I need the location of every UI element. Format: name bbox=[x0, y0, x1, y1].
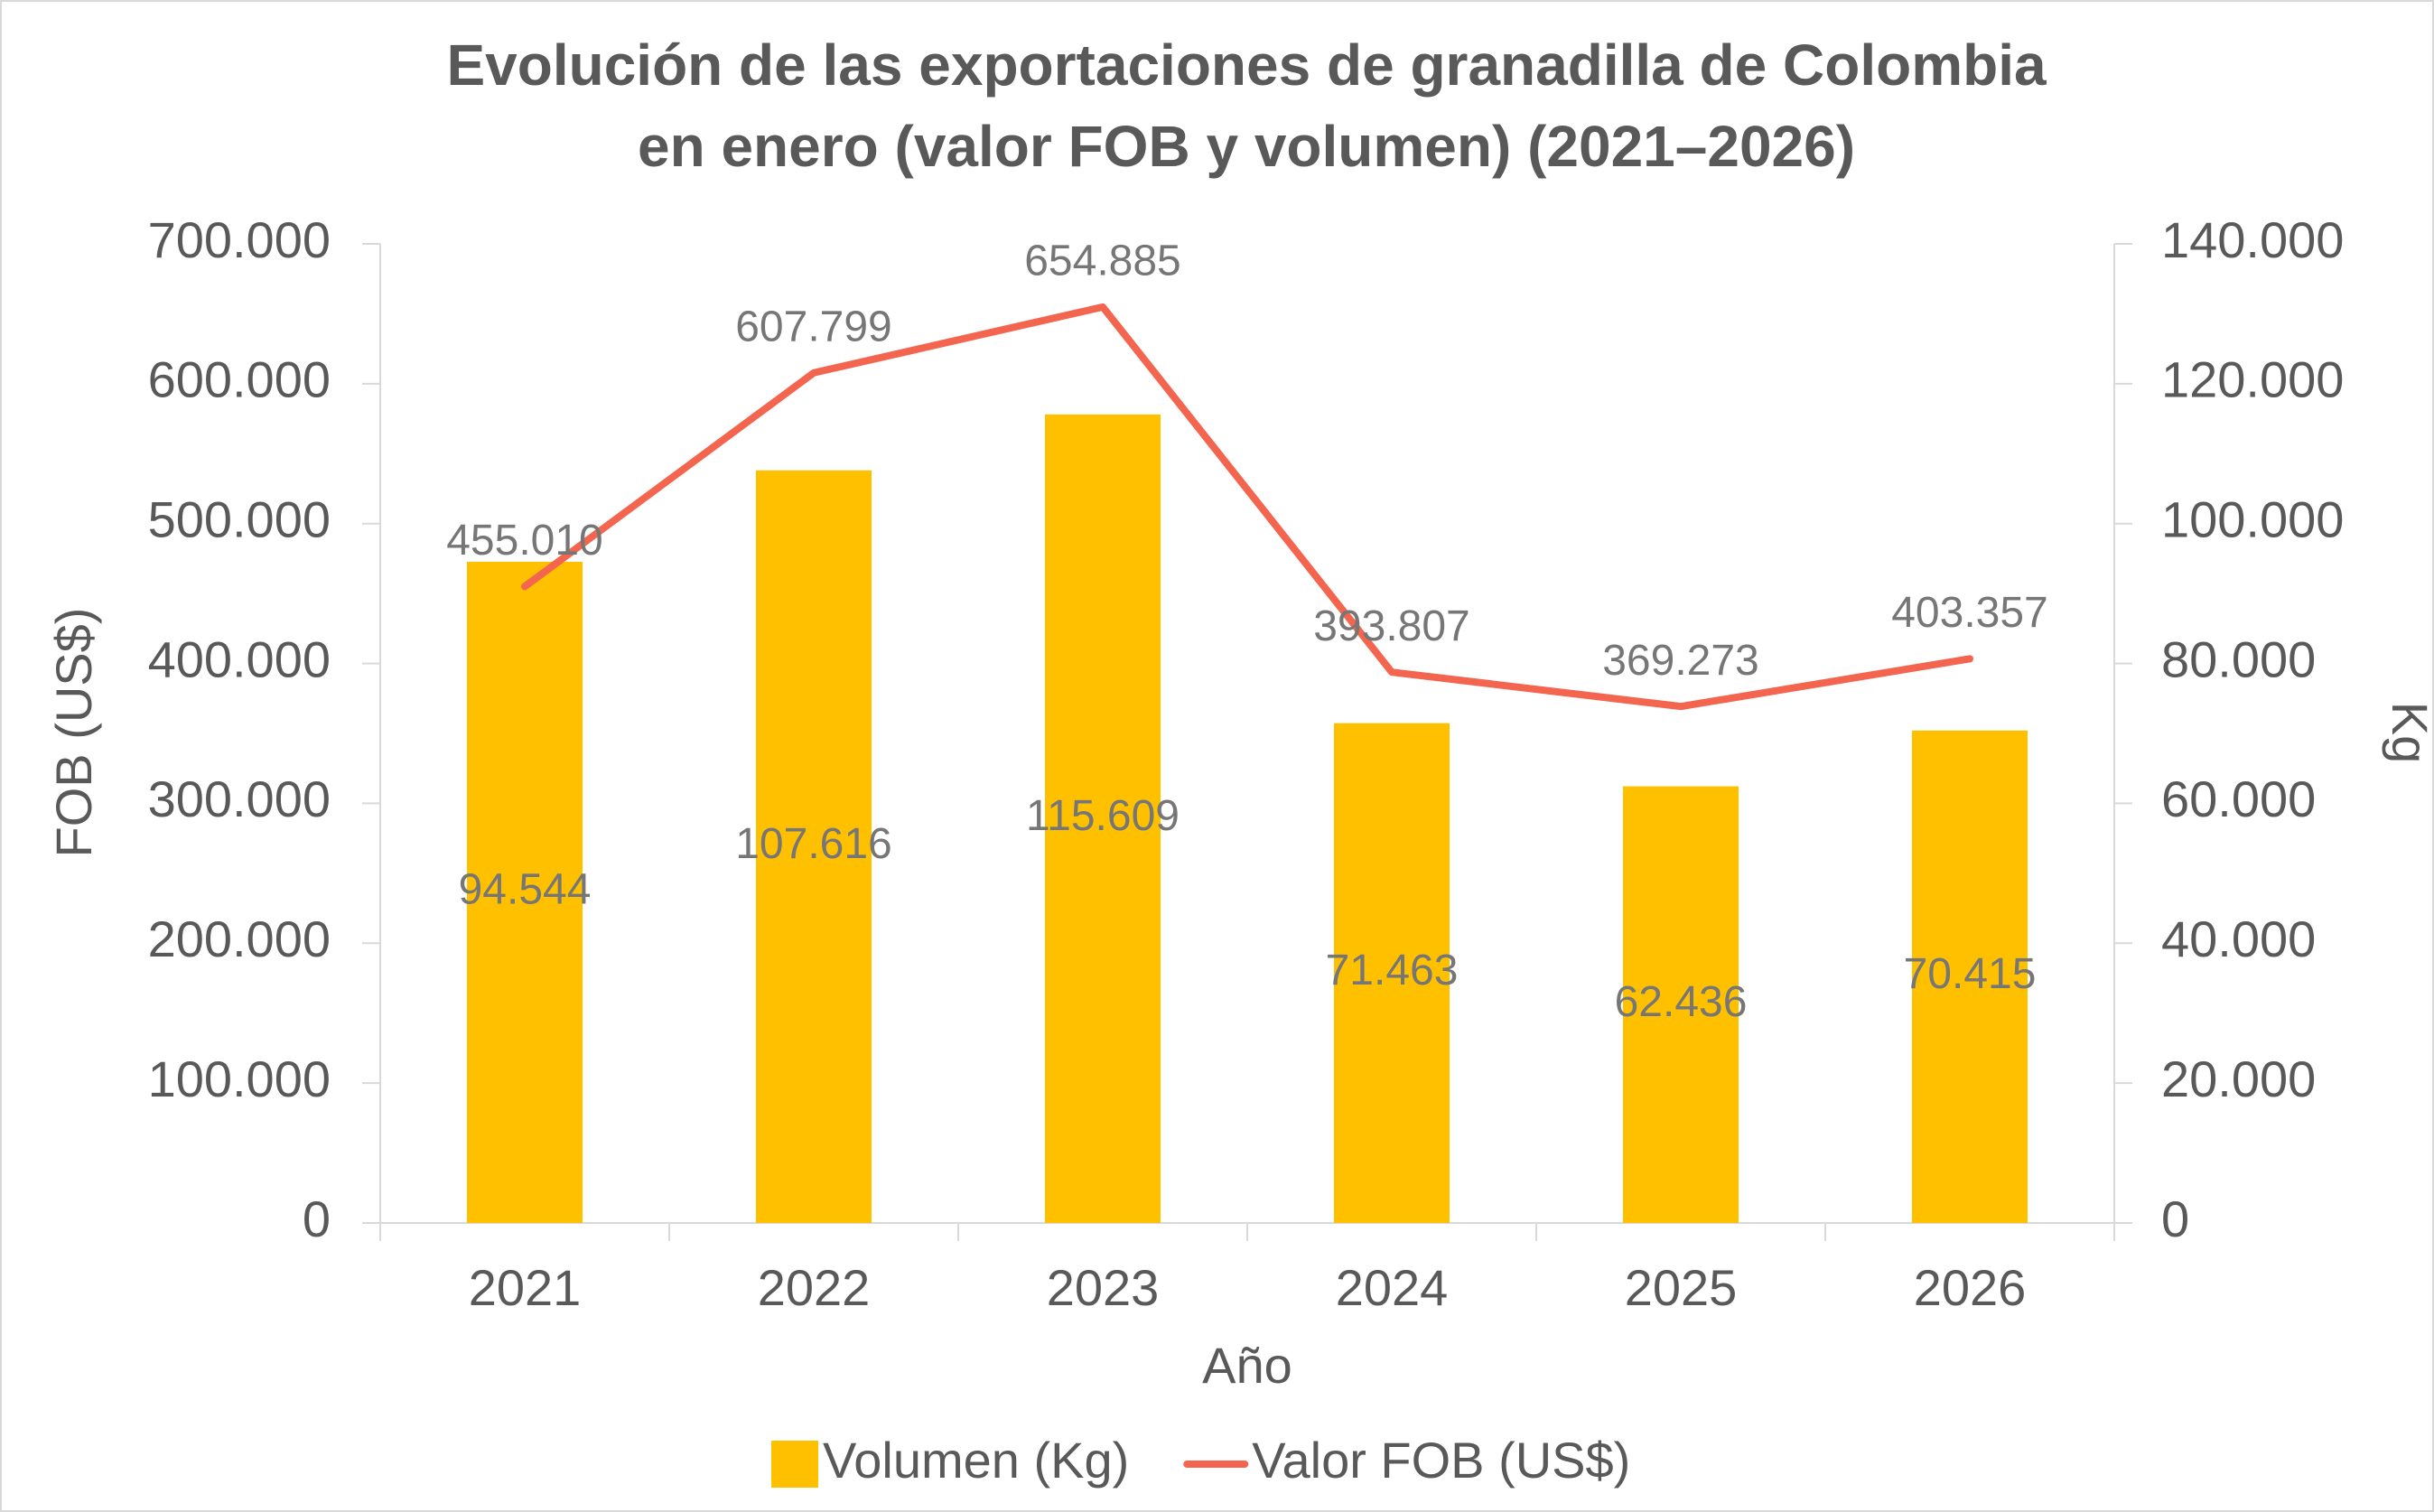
line-value-label: 607.799 bbox=[735, 303, 892, 350]
y-tick-label: 400.000 bbox=[148, 630, 331, 687]
y2-axis-title: Kg bbox=[2382, 702, 2434, 764]
chart-title: en enero (valor FOB y volumen) (2021–202… bbox=[638, 114, 1855, 179]
y2-tick-label: 20.000 bbox=[2161, 1050, 2316, 1107]
bar-value-label: 70.415 bbox=[1904, 950, 2037, 998]
bar bbox=[756, 470, 872, 1223]
y-tick-label: 500.000 bbox=[148, 491, 331, 548]
line-value-label: 403.357 bbox=[1891, 589, 2048, 637]
bar bbox=[1912, 730, 2028, 1223]
bar bbox=[467, 561, 583, 1223]
x-tick-label: 2023 bbox=[1047, 1259, 1160, 1316]
line-value-label: 654.885 bbox=[1024, 238, 1181, 285]
chart-title: Evolución de las exportaciones de granad… bbox=[446, 33, 2047, 98]
y2-tick-label: 40.000 bbox=[2161, 910, 2316, 967]
y-tick-label: 300.000 bbox=[148, 770, 331, 827]
y-axis-title: FOB (US$) bbox=[45, 608, 102, 858]
bar bbox=[1334, 723, 1450, 1223]
y2-tick-label: 60.000 bbox=[2161, 770, 2316, 827]
y2-tick-label: 100.000 bbox=[2161, 491, 2344, 548]
y2-tick-label: 140.000 bbox=[2161, 211, 2344, 268]
legend-label: Valor FOB (US$) bbox=[1252, 1432, 1630, 1489]
y-tick-label: 600.000 bbox=[148, 351, 331, 408]
x-tick-label: 2026 bbox=[1914, 1259, 2027, 1316]
y2-tick-label: 120.000 bbox=[2161, 351, 2344, 408]
x-tick-label: 2022 bbox=[758, 1259, 871, 1316]
y2-tick-label: 0 bbox=[2161, 1190, 2189, 1247]
line-value-label: 369.273 bbox=[1602, 637, 1759, 685]
y-tick-label: 700.000 bbox=[148, 211, 331, 268]
y-tick-label: 100.000 bbox=[148, 1050, 331, 1107]
line-value-label: 455.010 bbox=[446, 517, 603, 565]
bar-value-label: 94.544 bbox=[459, 866, 592, 914]
x-tick-label: 2021 bbox=[469, 1259, 582, 1316]
bar bbox=[1623, 786, 1739, 1223]
bar-value-label: 115.609 bbox=[1026, 792, 1180, 840]
x-axis-title: Año bbox=[1202, 1337, 1292, 1394]
line bbox=[521, 303, 1973, 711]
y-tick-label: 200.000 bbox=[148, 910, 331, 967]
bar-value-label: 107.616 bbox=[735, 820, 892, 868]
x-tick-label: 2025 bbox=[1625, 1259, 1738, 1316]
bar-value-label: 62.436 bbox=[1615, 978, 1748, 1026]
y-tick-label: 0 bbox=[303, 1190, 331, 1247]
bar-value-label: 71.463 bbox=[1326, 947, 1459, 994]
legend-swatch bbox=[771, 1441, 818, 1488]
y2-tick-label: 80.000 bbox=[2161, 630, 2316, 687]
bar bbox=[1045, 414, 1161, 1223]
line-value-label: 393.807 bbox=[1313, 602, 1470, 650]
legend-label: Volumen (Kg) bbox=[823, 1432, 1129, 1489]
x-tick-label: 2024 bbox=[1336, 1259, 1449, 1316]
